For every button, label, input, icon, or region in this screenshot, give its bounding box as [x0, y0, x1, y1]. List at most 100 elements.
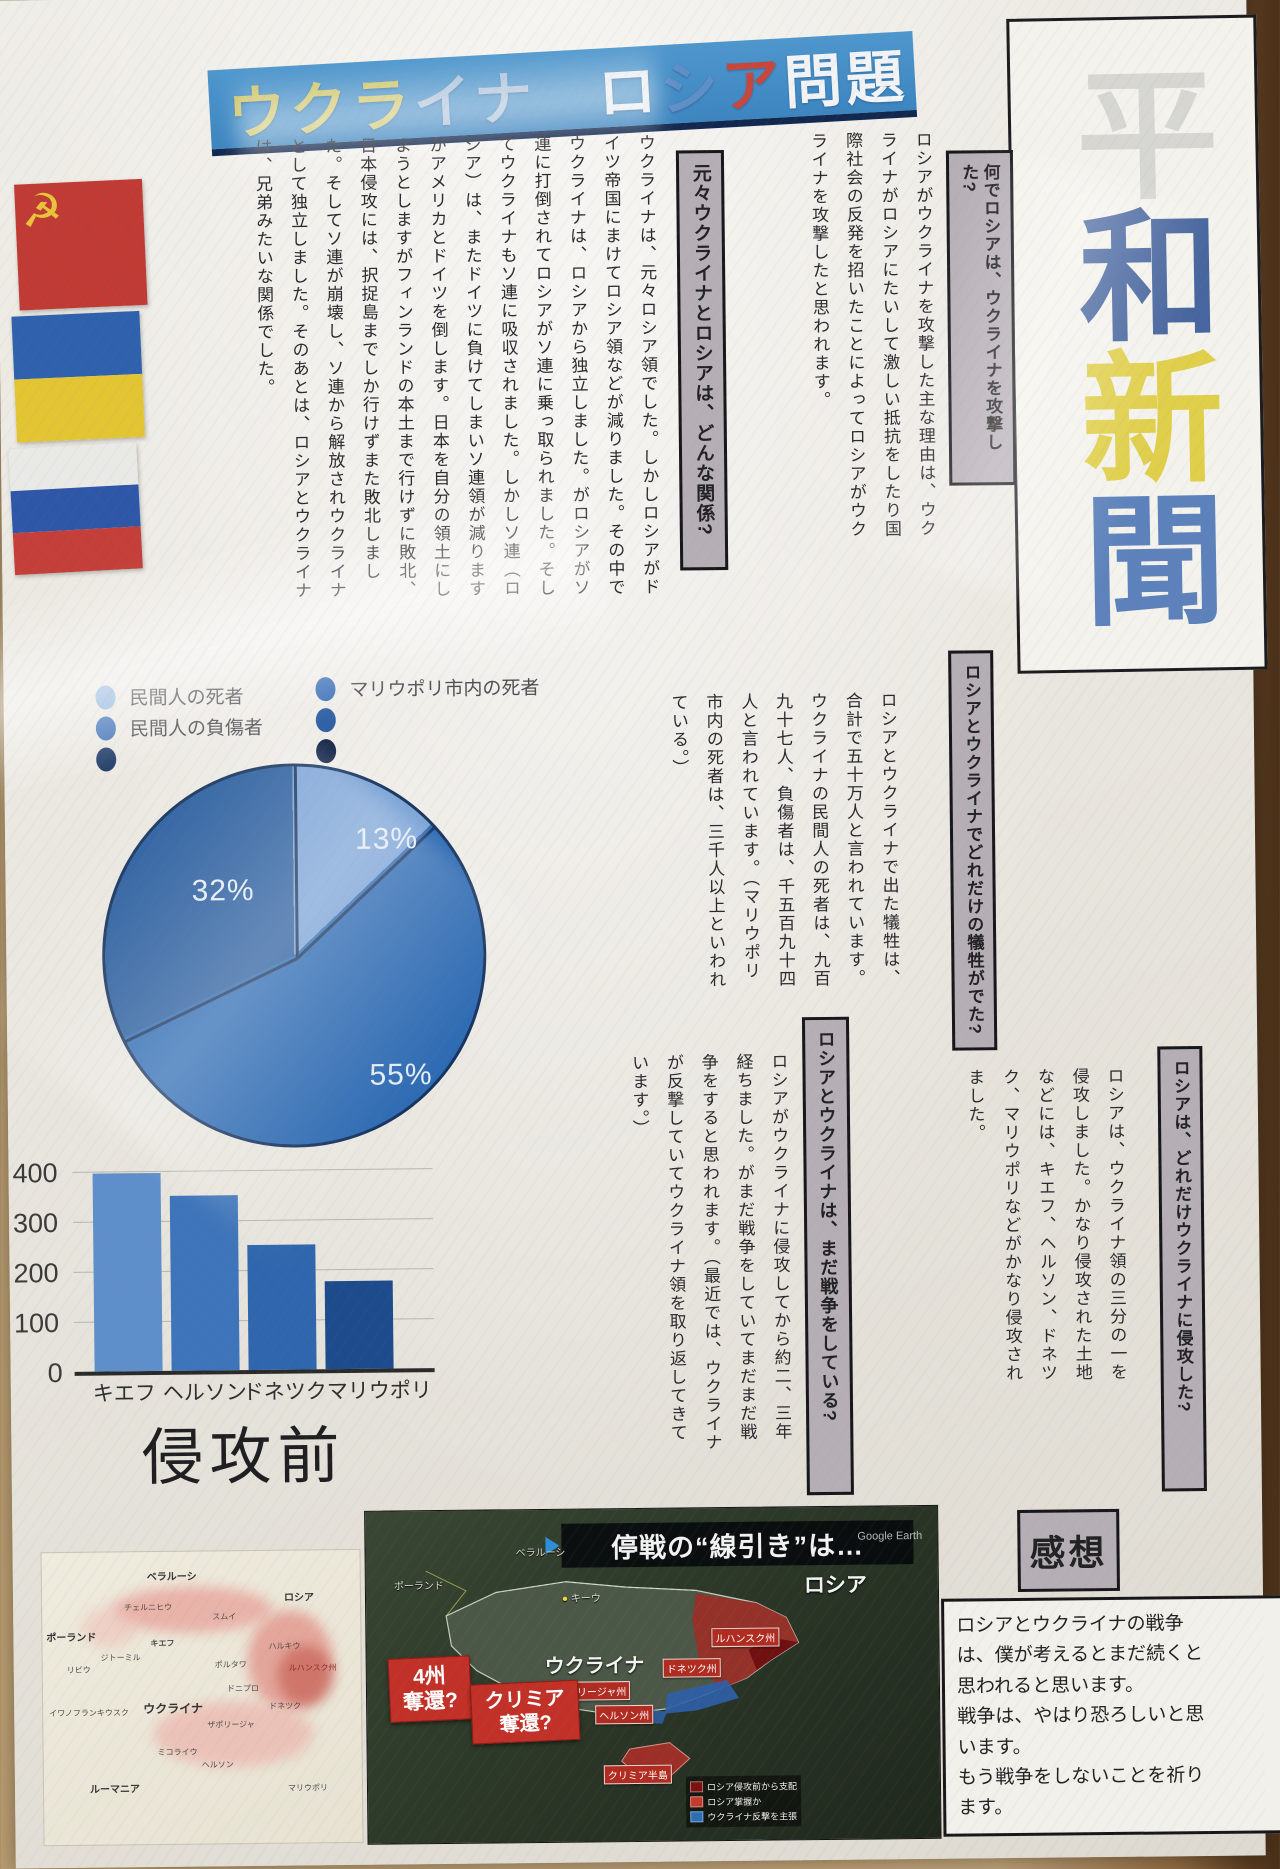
bar-kherson: [169, 1195, 240, 1371]
impressions-label: 感想: [1017, 1508, 1120, 1592]
small-map-label: ハルキウ: [268, 1641, 301, 1651]
y-tick-100: 100: [13, 1308, 60, 1339]
y-tick-200: 200: [13, 1258, 59, 1289]
pre-invasion-bar-chart: 400 300 200 100 0 キエフ ヘルソン ドネツク マリウポリ: [12, 1136, 457, 1431]
masthead-character: 聞: [1060, 484, 1221, 630]
small-map-label: イワノフランキウスク: [49, 1708, 129, 1719]
map-label-ukraine: ウクライナ: [544, 1654, 645, 1678]
small-map-label: ジトーミル: [100, 1653, 141, 1663]
small-map-label: ポルタワ: [214, 1660, 247, 1670]
question-box-how-much-invaded: ロシアは、どれだけウクライナに侵攻した?: [1157, 1046, 1208, 1492]
small-map-label: ルハンスク州: [288, 1663, 337, 1673]
small-map-label: ヘルソン: [201, 1760, 234, 1770]
answer-how-much-invaded: ロシアは、ウクライナ領の三分の一を侵攻しました。かなり侵攻された土地などには、キ…: [965, 1066, 1127, 1383]
small-map-label: スムイ: [212, 1612, 237, 1622]
masthead-character: 和: [1055, 200, 1216, 346]
small-map-label: ザポリージャ: [207, 1719, 255, 1730]
answer-still-at-war: ロシアがウクライナに侵攻してから約二、三年経ちました。がまだ戦争をしていてまだま…: [628, 1052, 792, 1452]
question-box-casualties: ロシアとウクライナでどれだけの犠牲がでた?: [948, 650, 998, 1051]
legend-dot-icon: [95, 715, 117, 741]
russia-flag: [8, 442, 143, 576]
hammer-and-sickle-icon: ☭: [20, 183, 64, 238]
small-map-label: ベラルーシ: [146, 1571, 197, 1584]
x-label-kyiv: キエフ: [92, 1382, 156, 1406]
legend-label: 民間人の死者: [129, 687, 244, 710]
map-label-poland: ポーランド: [393, 1580, 444, 1593]
region-label-kherson: ヘルソン州: [595, 1704, 654, 1725]
legend-dot-icon: [316, 738, 337, 763]
pie-legend-left: 民間人の死者 民間人の負傷者: [95, 680, 263, 775]
region-label-luhansk: ルハンスク州: [711, 1627, 780, 1648]
legend-dot-icon: [95, 684, 116, 710]
x-label-donetsk: ドネツク: [242, 1380, 327, 1405]
y-tick-400: 400: [12, 1158, 58, 1189]
small-map-label: キエフ: [150, 1638, 175, 1649]
soviet-union-flag: ☭: [14, 178, 148, 311]
ukraine-flag: [11, 310, 145, 443]
bar-kyiv: [92, 1172, 163, 1372]
pie-legend-right: マリウポリ市内の死者: [315, 671, 540, 766]
map-label-kyiv: ● キーウ: [561, 1593, 601, 1605]
ukraine-invasion-small-map: ベラルーシ ポーランド ロシア チェルニヒウ スムイ キエフ ハルキウ ジトーミ…: [40, 1548, 364, 1847]
legend-dot-icon: [315, 707, 336, 732]
answer-relationship: ウクライナは、元々ロシア領でした。しかしロシアがドイツ帝国にまけてロシア領などが…: [252, 133, 660, 601]
x-label-kherson: ヘルソン: [162, 1381, 247, 1405]
legend-row: [315, 702, 540, 735]
bar-donetsk: [247, 1244, 317, 1371]
masthead-box: 平和新聞: [1006, 14, 1268, 674]
legend-dot-icon: [315, 676, 336, 701]
masthead-character: 平: [1053, 58, 1214, 204]
small-map-label: ミコライウ: [157, 1747, 198, 1758]
callout-crimea: クリミア 奪還?: [469, 1679, 581, 1745]
ceasefire-line-tv-map: 停戦の“線引き”は… Google Earth ポーランド ベラルーシ ロシア …: [364, 1504, 942, 1845]
pie-label-32: 32%: [191, 873, 255, 908]
map-label-belarus: ベラルーシ: [515, 1547, 566, 1560]
bar-mariupol: [324, 1280, 394, 1370]
legend-label: マリウポリ市内の死者: [349, 677, 540, 701]
title-segment: ロ: [596, 57, 662, 127]
x-label-mariupol: マリウポリ: [326, 1379, 432, 1404]
google-earth-watermark: Google Earth: [857, 1529, 923, 1543]
legend-row: 民間人の負傷者: [95, 711, 264, 744]
question-box-still-at-war: ロシアとウクライナは、まだ戦争をしている?: [801, 1016, 854, 1496]
answer-why-attacked: ロシアがウクライナを攻撃した主な理由は、ウクライナがロシアにたいして激しい抵抗を…: [808, 130, 936, 539]
answer-casualties: ロシアとウクライナで出た犠牲は、合計で五十万人と言われています。ウクライナの民間…: [668, 691, 900, 990]
bar-chart-caption: 侵攻前: [141, 1422, 346, 1494]
legend-row: 民間人の死者: [95, 680, 262, 713]
small-map-label: ポーランド: [46, 1632, 97, 1645]
bar-plot-area: 400 300 200 100 0 キエフ ヘルソン ドネツク マリウポリ: [12, 1158, 435, 1406]
small-map-label: ルーマニア: [89, 1784, 141, 1796]
tv-map-legend: ロシア侵攻前から支配 ロシア掌握か ウクライナ反撃を主張: [685, 1775, 802, 1828]
title-segment: ア: [720, 50, 786, 120]
map-label-russia: ロシア: [803, 1573, 868, 1598]
small-map-label: ドネツク: [269, 1701, 302, 1711]
title-segment: 問題: [782, 43, 910, 116]
capital-dot-icon: ●: [561, 1593, 569, 1605]
masthead-title: 平和新聞: [1053, 58, 1221, 630]
small-map-label: ドニプロ: [226, 1683, 259, 1694]
pie-label-55: 55%: [369, 1058, 433, 1092]
title-segment: シ: [658, 54, 724, 123]
pie-slice-borders: [123, 766, 437, 1044]
region-label-crimea: クリミア半島: [603, 1764, 672, 1785]
small-map-label: リビウ: [66, 1665, 91, 1675]
legend-row: マリウポリ市内の死者: [315, 671, 540, 704]
pie-label-13: 13%: [354, 822, 419, 856]
legend-label: 民間人の負傷者: [129, 717, 264, 741]
small-map-label: ウクライナ: [143, 1701, 203, 1717]
tv-map-title: 停戦の“線引き”は…: [545, 1520, 914, 1568]
masthead-character: 新: [1058, 342, 1219, 488]
question-box-why-attacked: 何でロシアは、ウクライナを攻撃した?: [945, 149, 1016, 486]
small-map-label: チェルニヒウ: [124, 1602, 173, 1613]
impressions-text-box: ロシアとウクライナの戦争 は、僕が考えるとまだ続くと 思われると思います。 戦争…: [941, 1595, 1280, 1837]
region-label-donetsk: ドネツク州: [662, 1658, 721, 1678]
question-box-relationship: 元々ウクライナとロシアは、どんな関係?: [675, 149, 729, 571]
y-tick-300: 300: [12, 1208, 59, 1239]
small-map-label: ロシア: [283, 1592, 315, 1604]
small-map-label: マリウポリ: [287, 1783, 329, 1793]
y-tick-0: 0: [47, 1357, 63, 1389]
title-segment: イナ: [411, 64, 539, 137]
callout-four-oblasts: 4州 奪還?: [387, 1655, 473, 1724]
title-segment: [534, 61, 600, 129]
